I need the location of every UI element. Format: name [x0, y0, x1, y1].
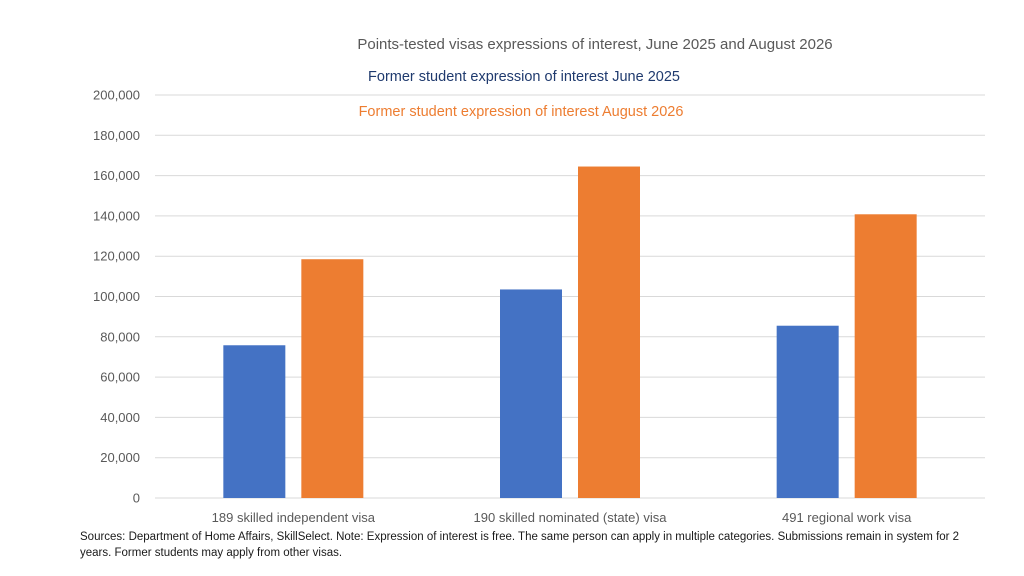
- source-footnote: Sources: Department of Home Affairs, Ski…: [80, 531, 960, 559]
- y-tick-label: 100,000: [93, 289, 140, 304]
- y-tick-label: 60,000: [100, 370, 140, 385]
- gridlines: [155, 94, 985, 499]
- y-tick-label: 20,000: [100, 450, 140, 465]
- bar-series-0-category-1: [500, 289, 562, 498]
- bar-series-1-category-2: [854, 214, 917, 498]
- bar-series-1-category-1: [578, 166, 640, 498]
- bar-chart: Points-tested visas expressions of inter…: [93, 36, 985, 525]
- legend-entry-june-2025: Former student expression of interest Ju…: [368, 69, 680, 85]
- y-tick-label: 200,000: [93, 88, 140, 103]
- y-axis-ticks: 0 20,000 40,000 60,000 80,000 100,000 120,000 1…: [93, 88, 140, 506]
- chart-title: Points-tested visas expressions of inter…: [357, 36, 832, 53]
- legend-entry-august-2026: Former student expression of interest Au…: [359, 104, 684, 120]
- y-tick-label: 140,000: [93, 208, 140, 223]
- bar-series-1-category-0: [301, 259, 364, 498]
- y-tick-label: 0: [133, 491, 140, 506]
- x-category-label: 491 regional work visa: [782, 510, 912, 525]
- y-tick-label: 160,000: [93, 168, 140, 183]
- x-axis-categories: 189 skilled independent visa 190 skilled …: [212, 510, 912, 525]
- y-tick-label: 80,000: [100, 329, 140, 344]
- x-category-label: 189 skilled independent visa: [212, 510, 376, 525]
- bar-series-0-category-2: [776, 325, 839, 498]
- y-tick-label: 40,000: [100, 410, 140, 425]
- y-tick-label: 120,000: [93, 249, 140, 264]
- y-tick-label: 180,000: [93, 128, 140, 143]
- bar-series-0-category-0: [223, 345, 286, 498]
- bars: [223, 166, 917, 498]
- x-category-label: 190 skilled nominated (state) visa: [474, 510, 668, 525]
